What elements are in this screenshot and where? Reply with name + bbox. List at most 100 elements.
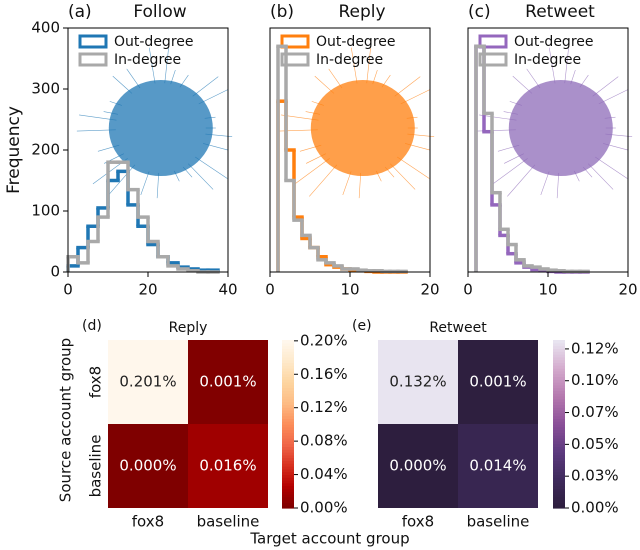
colorbar-segment xyxy=(553,410,565,414)
network-edge xyxy=(579,74,589,88)
network-edge xyxy=(400,89,431,105)
colorbar-segment xyxy=(553,429,565,433)
colorbar-segment xyxy=(553,390,565,394)
network-edge xyxy=(342,171,352,196)
colorbar-segment xyxy=(553,354,565,358)
colorbar-segment xyxy=(553,466,565,470)
colorbar-segment xyxy=(553,471,565,475)
panel-title: Reply xyxy=(338,2,385,22)
colorbar-segment xyxy=(553,342,565,347)
colorbar-tick-label: 0.05% xyxy=(571,435,619,453)
legend-label: In-degree xyxy=(114,52,181,68)
x-tick-label: 10 xyxy=(340,281,359,299)
network-edge xyxy=(540,171,550,196)
colorbar-segment xyxy=(282,376,294,380)
colorbar-segment xyxy=(553,362,565,366)
legend-swatch xyxy=(280,52,310,67)
panel-title: Reply xyxy=(169,320,208,336)
colorbar-segment xyxy=(553,480,565,484)
cell-value-label: 0.001% xyxy=(469,373,526,391)
cell-value-label: 0.201% xyxy=(119,373,176,391)
colorbar-segment xyxy=(553,477,565,481)
network-edge xyxy=(148,47,156,84)
colorbar-segment xyxy=(282,457,294,461)
colorbar-segment xyxy=(282,502,294,506)
colorbar-segment xyxy=(553,499,565,503)
x-tick-label: fox8 xyxy=(132,513,164,531)
colorbar-segment xyxy=(553,351,565,355)
legend-swatch xyxy=(478,52,508,67)
colorbar-tick-label: 0.12% xyxy=(300,398,348,416)
colorbar-segment xyxy=(282,379,294,383)
colorbar-segment xyxy=(282,365,294,369)
legend-swatch xyxy=(280,34,310,49)
colorbar-tick-label: 0.12% xyxy=(571,339,619,357)
panel-label: (a) xyxy=(68,2,92,22)
colorbar-segment xyxy=(282,443,294,447)
legend-label: In-degree xyxy=(514,52,581,68)
x-tick-label: 20 xyxy=(138,281,157,299)
colorbar-segment xyxy=(282,449,294,453)
colorbar-segment xyxy=(282,474,294,478)
colorbar-segment xyxy=(282,463,294,467)
y-axis-label: Source account group xyxy=(57,338,75,502)
panel-label: (b) xyxy=(270,2,294,22)
y-tick-label: fox8 xyxy=(87,366,105,398)
colorbar-segment xyxy=(553,393,565,397)
colorbar-segment xyxy=(282,390,294,394)
network-edge xyxy=(97,144,120,152)
colorbar-segment xyxy=(282,362,294,366)
network-edge xyxy=(570,69,576,85)
legend-label: Out-degree xyxy=(316,34,396,50)
colorbar-segment xyxy=(282,471,294,475)
colorbar-segment xyxy=(553,435,565,439)
colorbar-tick-label: 0.07% xyxy=(571,403,619,421)
network-edge xyxy=(507,164,536,197)
colorbar-segment xyxy=(282,345,294,349)
y-tick-label: baseline xyxy=(87,435,105,498)
x-tick-label: 0 xyxy=(265,281,275,299)
network-edge xyxy=(509,101,522,106)
colorbar-segment xyxy=(553,440,565,445)
network-edge xyxy=(309,164,338,197)
y-tick-label: 400 xyxy=(31,19,60,37)
x-tick-label: baseline xyxy=(197,513,260,531)
network-edge xyxy=(198,89,229,105)
network-edge xyxy=(602,143,628,151)
colorbar-segment xyxy=(553,482,565,487)
colorbar-segment xyxy=(282,415,294,419)
network-edge xyxy=(598,89,629,105)
colorbar-segment xyxy=(282,418,294,422)
colorbar-segment xyxy=(282,407,294,411)
step-riser xyxy=(66,171,220,272)
colorbar-segment xyxy=(553,496,565,501)
network-edge xyxy=(526,68,541,89)
network-edge xyxy=(548,47,556,84)
colorbar-segment xyxy=(282,387,294,391)
legend-swatch xyxy=(478,34,508,49)
network-edge xyxy=(314,75,335,94)
network-edge xyxy=(503,111,518,115)
colorbar-segment xyxy=(282,368,294,372)
colorbar-segment xyxy=(553,457,565,461)
colorbar-segment xyxy=(282,340,294,344)
colorbar-segment xyxy=(553,387,565,391)
x-tick-label: 10 xyxy=(538,281,557,299)
colorbar-segment xyxy=(553,398,565,403)
heatmap-cell xyxy=(458,424,538,508)
colorbar-segment xyxy=(282,485,294,489)
panel-label: (c) xyxy=(468,2,491,22)
colorbar-segment xyxy=(282,393,294,397)
panel: (b) Reply Out-degree In-degree 0 10 20 xyxy=(265,2,439,299)
colorbar-segment xyxy=(282,382,294,386)
x-tick-label: 0 xyxy=(63,281,73,299)
network-edge xyxy=(140,171,150,196)
colorbar-segment xyxy=(282,454,294,459)
heatmap-cell xyxy=(458,340,538,424)
colorbar-segment xyxy=(282,359,294,363)
colorbar-segment xyxy=(282,491,294,495)
network-edge xyxy=(164,48,169,84)
cell-value-label: 0.001% xyxy=(199,373,256,391)
network-edge xyxy=(595,156,628,179)
